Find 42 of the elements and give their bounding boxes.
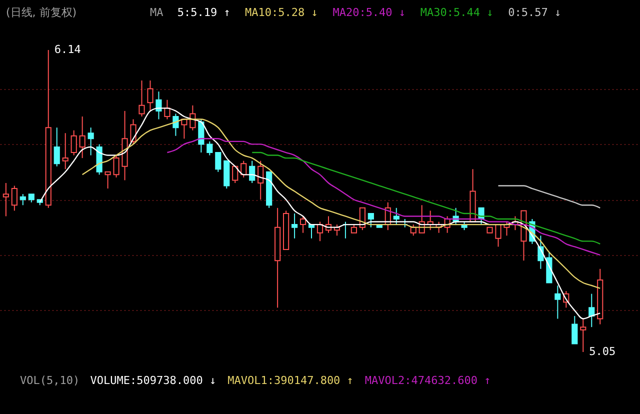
candlestick xyxy=(316,221,324,242)
annotation: 5.05 xyxy=(589,345,616,358)
candlestick xyxy=(572,315,578,344)
candlestick xyxy=(580,318,586,352)
text: MA10:5.28 ↓ xyxy=(245,6,318,19)
candlestick xyxy=(54,127,60,167)
candlestick xyxy=(70,130,77,156)
text: MA30:5.44 ↓ xyxy=(420,6,494,19)
candlestick xyxy=(300,216,306,234)
candlestick xyxy=(368,212,374,228)
candlestick xyxy=(291,212,298,239)
text: VOLUME:509738.000 ↓ xyxy=(90,374,216,387)
candlestick xyxy=(588,293,595,328)
candlestick xyxy=(79,116,86,159)
candlestick xyxy=(62,132,68,170)
candlestick xyxy=(156,91,162,120)
text: MAVOL1:390147.800 ↑ xyxy=(228,374,354,387)
candlestick xyxy=(215,152,222,172)
candlestick xyxy=(554,285,561,320)
candlestick xyxy=(393,207,400,226)
text: MA20:5.40 ↓ xyxy=(332,6,406,19)
annotation: 6.14 xyxy=(54,43,82,56)
text: MAVOL2:474632.600 ↑ xyxy=(364,374,491,387)
candlestick xyxy=(147,80,154,112)
text: MA xyxy=(150,6,164,19)
candlestick xyxy=(20,194,26,206)
candlestick xyxy=(104,171,111,190)
candlestick xyxy=(11,185,18,212)
candlestick xyxy=(258,160,264,200)
text: 5:5.19 ↑ xyxy=(177,6,230,19)
candlestick xyxy=(88,127,94,156)
candlestick xyxy=(138,80,145,117)
candlestick xyxy=(2,182,9,217)
candlestick xyxy=(495,224,502,248)
candlestick xyxy=(164,99,170,120)
text: 0:5.57 ↓ xyxy=(508,6,562,19)
candlestick xyxy=(232,166,238,184)
text: VOL(5,10) xyxy=(20,374,80,387)
candlestick xyxy=(206,140,213,156)
candlestick xyxy=(113,154,120,178)
chart-title: (日线, 前复权) xyxy=(6,6,77,19)
candlestick xyxy=(342,221,349,239)
